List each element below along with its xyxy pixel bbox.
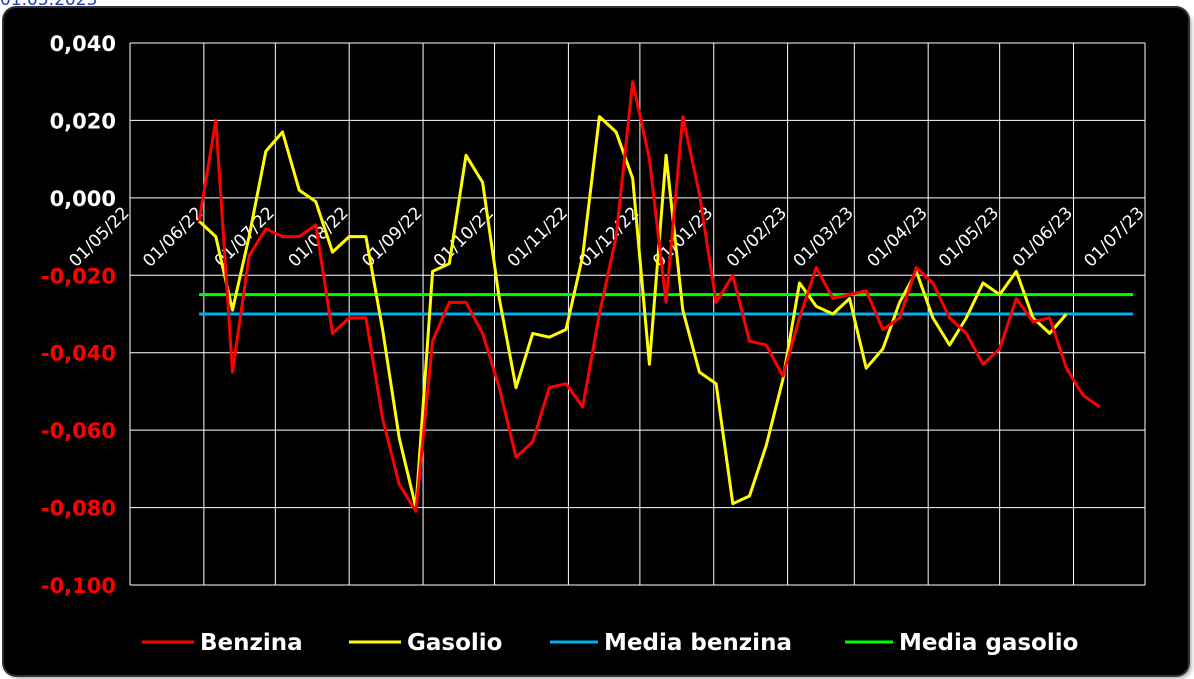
x-axis-ticks: 01/05/22 01/06/22 01/07/22 01/08/22 01/09/22…: [65, 203, 1148, 271]
x-tick-label: 01/05/23: [935, 203, 1003, 271]
x-tick-label: 01/07/23: [1080, 203, 1148, 271]
y-tick-label: -0,020: [41, 264, 116, 288]
y-tick-label: -0,040: [41, 342, 116, 366]
x-tick-label: 01/04/23: [864, 203, 932, 271]
line-chart: 0,040 0,020 0,000 -0,020 -0,040 -0,060 -0,080 -…: [41, 32, 1149, 656]
y-tick-label: -0,100: [41, 574, 116, 598]
series-line-benzina: [197, 80, 1101, 513]
series-layer: [197, 80, 1134, 513]
series-line-gasolio: [198, 115, 1068, 510]
legend-label-benzina: Benzina: [200, 630, 303, 656]
y-tick-label: 0,020: [50, 109, 116, 133]
x-tick-label: 01/03/23: [790, 203, 858, 271]
y-axis-ticks: 0,040 0,020 0,000 -0,020 -0,040 -0,060 -0,080 -…: [41, 32, 116, 598]
x-tick-label: 01/06/23: [1009, 203, 1077, 271]
y-tick-label: 0,040: [50, 32, 116, 56]
legend: Benzina Gasolio Media benzina Media gasolio: [142, 630, 1078, 656]
y-tick-label: -0,080: [41, 497, 116, 521]
top-caption: 01.05.2023: [0, 0, 97, 8]
y-tick-label: 0,000: [50, 187, 116, 211]
x-tick-label: 01/09/22: [358, 203, 426, 271]
x-tick-label: 01/11/22: [504, 203, 572, 271]
legend-label-gasolio: Gasolio: [407, 630, 502, 656]
y-tick-label: -0,060: [41, 419, 116, 443]
x-tick-label: 01/06/22: [139, 203, 207, 271]
legend-label-media-benzina: Media benzina: [604, 630, 792, 656]
legend-label-media-gasolio: Media gasolio: [899, 630, 1078, 656]
x-tick-label: 01/02/23: [723, 203, 791, 271]
chart-frame: 0,040 0,020 0,000 -0,020 -0,040 -0,060 -0,080 -…: [4, 8, 1188, 675]
x-tick-label: 01/05/22: [65, 203, 133, 271]
